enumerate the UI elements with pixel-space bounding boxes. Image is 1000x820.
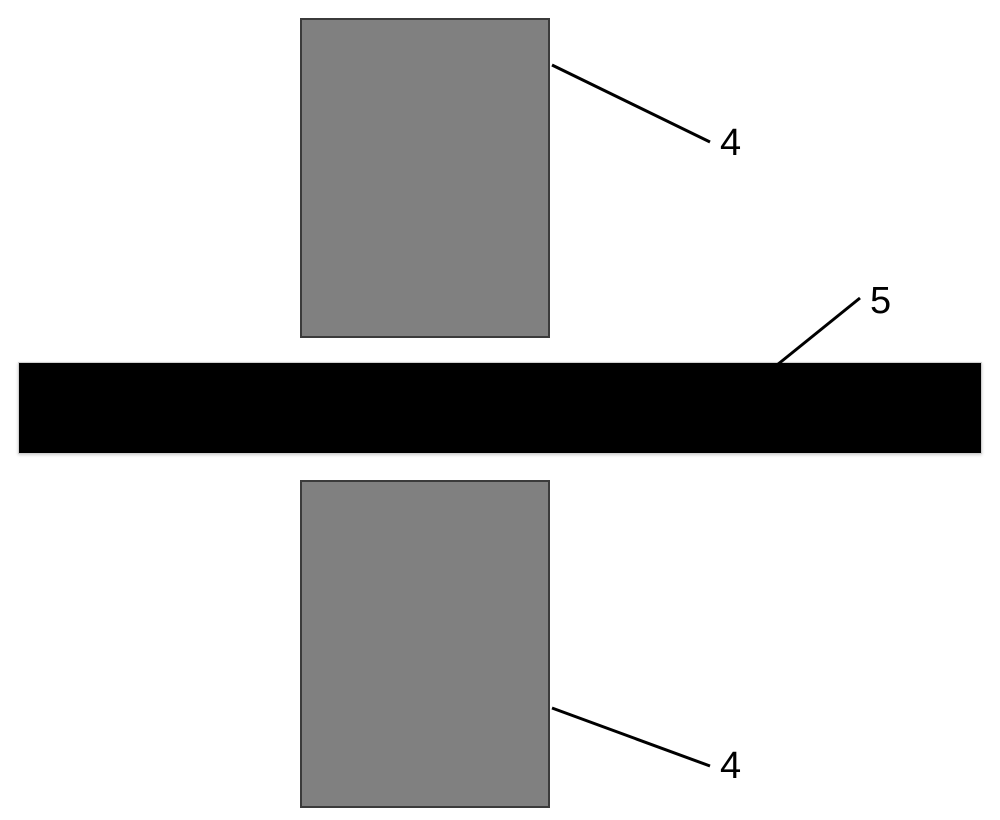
label-bottom-block: 4 — [720, 745, 741, 788]
horizontal-bar — [18, 362, 982, 454]
label-bar: 5 — [870, 280, 891, 323]
leader-top — [552, 65, 710, 142]
leader-bar — [777, 298, 860, 365]
label-top-block: 4 — [720, 122, 741, 165]
schematic-diagram: 4 5 4 — [0, 0, 1000, 820]
leader-bottom — [552, 708, 710, 766]
bottom-block — [300, 480, 550, 808]
top-block — [300, 18, 550, 338]
